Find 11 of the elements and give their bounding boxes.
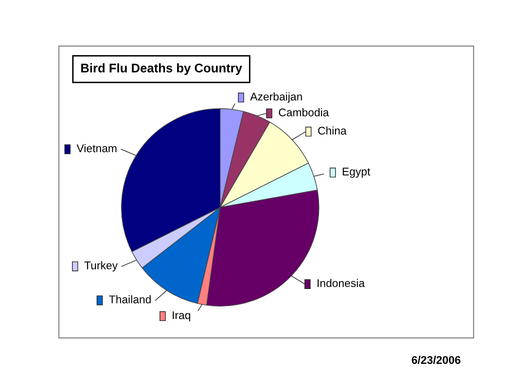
legend-label: Thailand bbox=[109, 295, 151, 304]
legend-label: Cambodia bbox=[278, 108, 329, 116]
chart-title: Bird Flu Deaths by Country bbox=[81, 63, 242, 75]
legend-label: Indonesia bbox=[318, 278, 365, 288]
text: 6/23/2006 bbox=[412, 356, 460, 364]
legend-label: China bbox=[318, 126, 347, 135]
legend-label: Iraq bbox=[172, 311, 190, 322]
legend-label: Turkey bbox=[84, 261, 118, 272]
legend-label: Egypt bbox=[342, 168, 370, 178]
legend-label: Vietnam bbox=[76, 144, 116, 152]
legend-label: Azerbaijan bbox=[250, 92, 302, 103]
